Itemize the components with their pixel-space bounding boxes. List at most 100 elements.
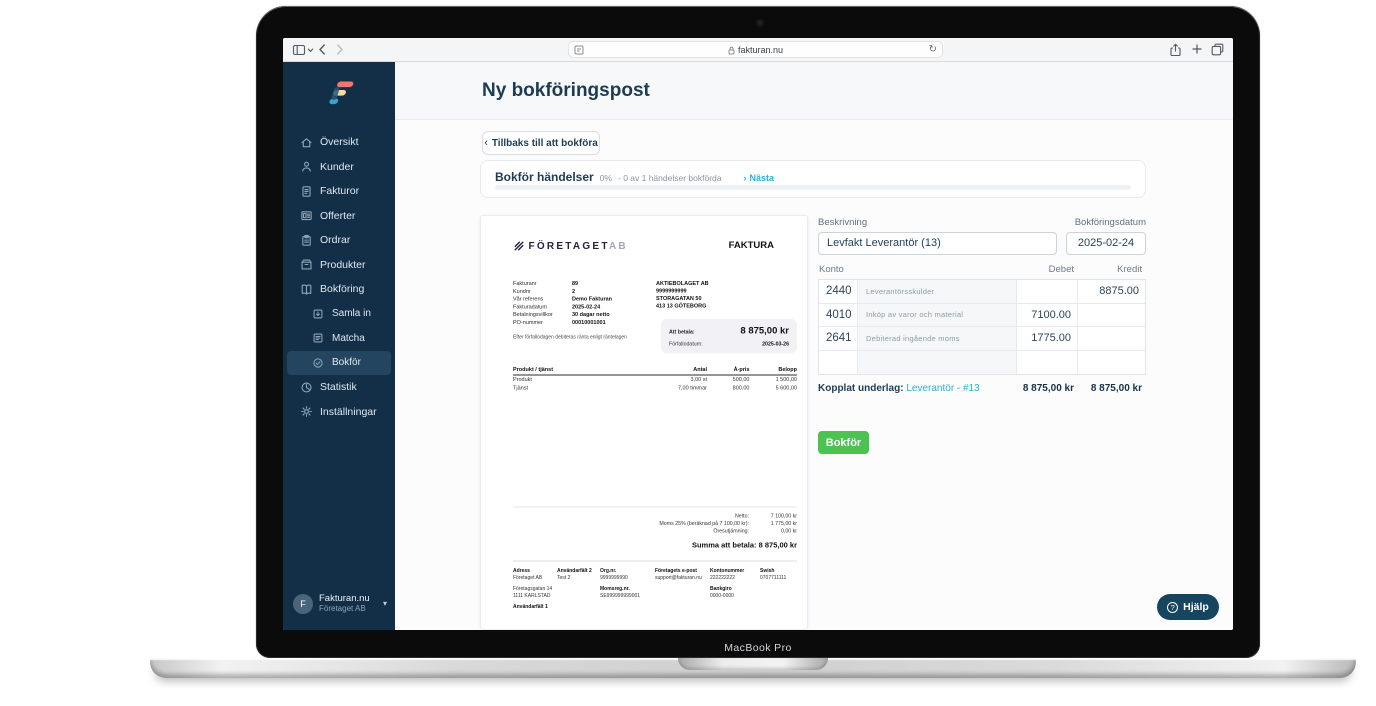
credit-cell[interactable] [1077, 327, 1145, 350]
booking-date-input[interactable]: 2025-02-24 [1066, 232, 1146, 255]
bokfor-button[interactable]: Bokför [818, 431, 869, 454]
sidebar-item-samla-in[interactable]: Samla in [283, 302, 395, 327]
invoice-meta: Fakturanr 89 Kundnr 2 Vår referens Demo Fak… [513, 280, 656, 354]
clipboard-icon [300, 234, 313, 247]
sidebar-item-bokfor[interactable]: Bokför [287, 350, 391, 375]
invoice-amount-due: 8 875,00 kr [740, 325, 789, 337]
sidebar-item-installningar[interactable]: Inställningar [283, 400, 395, 425]
sidebar: Översikt Kunder Fakturor Offerter [283, 62, 395, 630]
app-logo[interactable] [283, 62, 395, 124]
ledger-row: 2440 Leverantörsskulder 8875.00 [819, 280, 1145, 304]
browser-toolbar: fakturan.nu ↻ [283, 38, 1233, 62]
back-icon[interactable] [318, 43, 327, 56]
next-link[interactable]: › Nästa [743, 173, 774, 183]
forward-icon[interactable] [335, 43, 344, 56]
ledger-row: 4010 Inköp av varor och material 7100.00 [819, 303, 1145, 327]
ledger-row: 2641 Debiterad ingående moms 1775.00 [819, 327, 1145, 351]
sidebar-item-label: Offerter [320, 209, 356, 222]
progress-card: Bokför händelser 0% - 0 av 1 händelser b… [480, 160, 1146, 198]
progress-status: - 0 av 1 händelser bokförda [618, 173, 722, 183]
account-number-cell[interactable]: 2440 [819, 280, 857, 303]
chevron-right-icon: › [743, 173, 747, 183]
invoice-line-items: Produkt / tjänst Antal À-pris Belopp Pro… [513, 366, 797, 391]
account-number-cell[interactable]: 2641 [819, 327, 857, 350]
account-name-cell [857, 350, 1017, 374]
reader-icon[interactable] [574, 45, 584, 55]
account-number-cell[interactable]: 4010 [819, 303, 857, 326]
pie-chart-icon [300, 381, 313, 394]
back-button-label: Tillbaks till att bokföra [491, 137, 598, 149]
help-button[interactable]: ? Hjälp [1157, 594, 1219, 620]
ledger-row [819, 350, 1145, 374]
sidebar-item-label: Inställningar [320, 405, 377, 418]
gear-icon [300, 405, 313, 418]
sidebar-item-fakturor[interactable]: Fakturor [283, 179, 395, 204]
account-switcher[interactable]: F Fakturan.nu Företaget AB ▾ [283, 593, 395, 630]
share-icon[interactable] [1169, 43, 1182, 57]
box-icon [300, 258, 313, 271]
avatar: F [293, 593, 313, 614]
browser-window: fakturan.nu ↻ [283, 38, 1233, 630]
sidebar-item-label: Matcha [332, 332, 365, 344]
description-input[interactable]: Levfakt Leverantör (13) [818, 232, 1057, 255]
chevron-left-icon: ‹ [484, 137, 488, 149]
app-root: Översikt Kunder Fakturor Offerter [283, 62, 1233, 630]
invoice-due-date: 2025-03-26 [762, 341, 789, 347]
sidebar-item-label: Kunder [320, 160, 354, 173]
help-button-label: Hjälp [1183, 601, 1209, 613]
sidebar-item-kunder[interactable]: Kunder [283, 155, 395, 180]
sidebar-item-oversikt[interactable]: Översikt [283, 130, 395, 155]
sidebar-item-label: Fakturor [320, 185, 360, 198]
account-company: Företaget AB [319, 604, 366, 613]
debit-cell[interactable]: 7100.00 [1017, 303, 1077, 326]
chevron-down-icon[interactable] [307, 47, 314, 53]
credit-cell[interactable] [1077, 303, 1145, 326]
sidebar-item-statistik[interactable]: Statistik [283, 375, 395, 400]
account-name-cell: Leverantörsskulder [857, 280, 1017, 303]
debit-cell[interactable] [1017, 350, 1077, 374]
macbook-label: MacBook Pro [724, 642, 792, 654]
credit-cell[interactable] [1077, 350, 1145, 374]
sidebar-item-ordrar[interactable]: Ordrar [283, 228, 395, 253]
ledger-table: 2440 Leverantörsskulder 8875.00 4010 Ink… [818, 279, 1146, 375]
booking-date-label: Bokföringsdatum [1074, 217, 1146, 228]
invoice-company-name: FÖRETAGET [528, 240, 609, 252]
sidebar-item-label: Statistik [320, 381, 357, 394]
sidebar-toggle-icon[interactable] [292, 43, 306, 57]
debit-cell[interactable] [1017, 280, 1077, 303]
refresh-icon[interactable]: ↻ [928, 44, 937, 55]
laptop-base-notch [678, 658, 828, 670]
invoice-pay-box: Att betala: 8 875,00 kr Förfallodatum: 2… [661, 319, 797, 354]
sidebar-item-bokforing[interactable]: Bokföring [283, 277, 395, 302]
back-button[interactable]: ‹ Tillbaks till att bokföra [482, 131, 600, 155]
account-name-cell: Debiterad ingående moms [857, 327, 1017, 350]
sidebar-item-label: Bokför [332, 357, 361, 369]
address-bar[interactable]: fakturan.nu ↻ [568, 41, 943, 58]
main-area: Ny bokföringspost ‹ Tillbaks till att bo… [395, 62, 1233, 630]
debit-cell[interactable]: 1775.00 [1017, 327, 1077, 350]
tab-overview-icon[interactable] [1211, 43, 1224, 56]
sidebar-item-label: Produkter [320, 258, 366, 271]
sidebar-item-offerter[interactable]: Offerter [283, 204, 395, 229]
total-debit: 8 875,00 kr [1022, 383, 1074, 394]
account-number-cell[interactable] [819, 350, 857, 374]
credit-cell[interactable]: 8875.00 [1077, 280, 1145, 303]
invoice-preview: FÖRETAGETAB FAKTURA Fakturanr 89 Kundnr 2 … [480, 215, 808, 630]
invoice-footer: Adress Företaget AB Företagsgatan 14 1111 … [513, 560, 797, 615]
progress-bar [495, 185, 1131, 190]
sidebar-item-produkter[interactable]: Produkter [283, 253, 395, 278]
invoice-customer-address: AKTIEBOLAGET AB 9999999999 STORAGATAN 50… [656, 280, 709, 310]
chevron-down-icon: ▾ [382, 599, 387, 608]
linked-document-link[interactable]: Leverantör - #13 [906, 383, 980, 394]
sidebar-item-matcha[interactable]: Matcha [283, 326, 395, 351]
sidebar-item-label: Ordrar [320, 234, 351, 247]
account-name: Fakturan.nu [319, 593, 370, 604]
account-name-cell: Inköp av varor och material [857, 303, 1017, 326]
laptop-base [150, 658, 1356, 678]
invoice-sum-line: Summa att betala: 8 875,00 kr [691, 541, 797, 550]
new-tab-icon[interactable] [1191, 43, 1203, 55]
booking-form: Beskrivning Bokföringsdatum Levfakt Leve… [818, 217, 1146, 454]
document-icon [300, 185, 313, 198]
page-content: ‹ Tillbaks till att bokföra Bokför hände… [395, 120, 1233, 630]
